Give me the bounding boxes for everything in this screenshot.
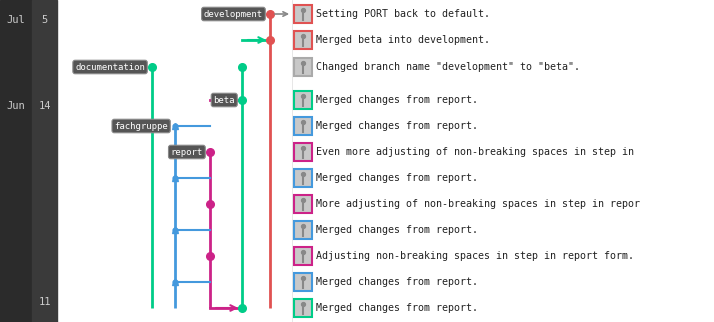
Text: 11: 11 <box>39 297 51 307</box>
Bar <box>294 117 312 135</box>
Bar <box>294 5 312 23</box>
Text: beta: beta <box>213 96 235 105</box>
Text: Jul: Jul <box>6 15 26 25</box>
Text: Merged changes from report.: Merged changes from report. <box>316 225 478 235</box>
Text: Merged changes from report.: Merged changes from report. <box>316 173 478 183</box>
Text: Even more adjusting of non-breaking spaces in step in: Even more adjusting of non-breaking spac… <box>316 147 634 157</box>
Bar <box>294 299 312 317</box>
Text: fachgruppe: fachgruppe <box>114 121 168 130</box>
Text: documentation: documentation <box>75 62 145 71</box>
Text: Merged changes from report.: Merged changes from report. <box>316 303 478 313</box>
Bar <box>0 0 32 322</box>
Bar <box>294 143 312 161</box>
Bar <box>294 273 312 291</box>
Text: report: report <box>171 147 203 156</box>
Text: Merged changes from report.: Merged changes from report. <box>316 95 478 105</box>
Bar <box>294 169 312 187</box>
Text: development: development <box>204 10 263 18</box>
Text: Jun: Jun <box>6 101 26 111</box>
Bar <box>294 58 312 76</box>
Text: More adjusting of non-breaking spaces in step in repor: More adjusting of non-breaking spaces in… <box>316 199 640 209</box>
Text: 5: 5 <box>41 15 48 25</box>
Text: 14: 14 <box>39 101 51 111</box>
Bar <box>294 195 312 213</box>
Bar <box>294 91 312 109</box>
Bar <box>294 221 312 239</box>
Text: Merged changes from report.: Merged changes from report. <box>316 277 478 287</box>
Bar <box>32 0 57 322</box>
Text: Merged beta into development.: Merged beta into development. <box>316 35 490 45</box>
Text: Changed branch name "development" to "beta".: Changed branch name "development" to "be… <box>316 62 580 72</box>
Bar <box>294 247 312 265</box>
Text: Merged changes from report.: Merged changes from report. <box>316 121 478 131</box>
Text: Setting PORT back to default.: Setting PORT back to default. <box>316 9 490 19</box>
Bar <box>294 31 312 49</box>
Text: Adjusting non-breaking spaces in step in report form.: Adjusting non-breaking spaces in step in… <box>316 251 634 261</box>
